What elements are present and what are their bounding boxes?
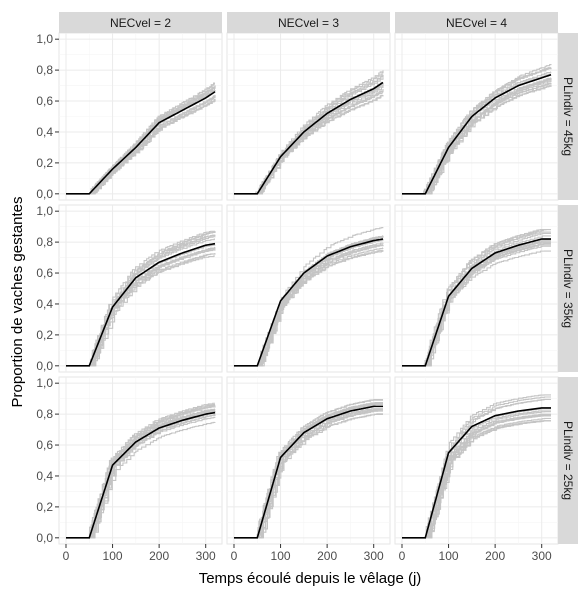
column-strip: NECvel = 2 — [59, 12, 222, 33]
simulation-line — [401, 228, 552, 367]
mean-line — [65, 91, 216, 195]
y-tick-label: 0,4 — [36, 125, 53, 139]
y-tick-label: 0,0 — [36, 187, 53, 201]
column-strip: NECvel = 3 — [227, 12, 390, 33]
simulation-line — [65, 236, 216, 367]
simulation-line — [233, 399, 384, 539]
simulation-line — [65, 414, 216, 539]
x-tick-label: 100 — [103, 549, 123, 563]
panel-r1-c2 — [394, 204, 559, 373]
simulation-line — [401, 245, 552, 367]
simulation-line — [65, 83, 216, 195]
panel-r0-c0: 0,0 0,2 0,4 0,6 0,8 1,0 — [36, 32, 223, 201]
x-axis-title: Temps écoulé depuis le vêlage (j) — [199, 570, 422, 587]
panel-r0-c2 — [394, 32, 559, 201]
row-strip-background — [558, 205, 578, 372]
y-tick-label: 1,0 — [36, 376, 53, 390]
simulation-line — [401, 85, 552, 195]
x-tick-label: 0 — [63, 549, 70, 563]
mean-line — [233, 238, 384, 367]
simulation-line — [65, 408, 216, 539]
mean-line — [401, 407, 552, 539]
row-strip: PLindiv = 45kg — [558, 33, 578, 200]
y-tick-label: 0,2 — [36, 156, 53, 170]
y-axis-title: Proportion de vaches gestantes — [9, 197, 26, 408]
mean-line — [401, 238, 552, 367]
mean-line — [401, 73, 552, 195]
mean-line — [233, 81, 384, 195]
y-tick-label: 0,6 — [36, 438, 53, 452]
panel-r2-c1: 0 100 200 300 — [226, 376, 391, 563]
column-strip-background — [395, 12, 558, 33]
panels-layer: 0,00,20,40,60,81,00,00,20,40,60,81,00,00… — [36, 32, 559, 563]
y-tick-label: 0,8 — [36, 235, 53, 249]
simulation-line — [401, 77, 552, 195]
x-tick-label: 0 — [231, 549, 238, 563]
simulation-line — [401, 250, 552, 367]
column-strip: NECvel = 4 — [395, 12, 558, 33]
mean-line — [65, 411, 216, 539]
mean-line — [233, 405, 384, 539]
simulation-line — [65, 85, 216, 195]
row-strip: PLindiv = 35kg — [558, 205, 578, 372]
y-tick-label: 1,0 — [36, 32, 53, 46]
x-tick-label: 300 — [532, 549, 552, 563]
simulation-line — [65, 405, 216, 539]
simulation-line — [233, 235, 384, 367]
simulation-line — [401, 73, 552, 195]
column-strip-label: NECvel = 3 — [278, 16, 339, 30]
column-strip-background — [59, 12, 222, 33]
simulation-line — [401, 396, 552, 539]
row-strip-label: PLindiv = 25kg — [561, 421, 575, 500]
simulation-line — [233, 89, 384, 195]
y-tick-label: 0,6 — [36, 94, 53, 108]
simulation-line — [65, 421, 216, 539]
y-tick-label: 0,2 — [36, 328, 53, 342]
simulation-line — [233, 245, 384, 367]
x-tick-label: 0 — [399, 549, 406, 563]
y-tick-label: 0,6 — [36, 266, 53, 280]
simulation-lines — [401, 394, 552, 539]
row-strip: PLindiv = 25kg — [558, 377, 578, 544]
x-tick-label: 200 — [149, 549, 169, 563]
row-strip-background — [558, 377, 578, 544]
row-strip-background — [558, 33, 578, 200]
x-tick-label: 200 — [485, 549, 505, 563]
simulation-line — [401, 414, 552, 539]
panel-r2-c2: 0 100 200 300 — [394, 376, 559, 563]
y-tick-label: 0,8 — [36, 63, 53, 77]
y-tick-label: 0,0 — [36, 531, 53, 545]
y-tick-label: 0,0 — [36, 359, 53, 373]
y-tick-label: 0,8 — [36, 407, 53, 421]
panel-r2-c0: 0,0 0,2 0,4 0,6 0,8 1,0 0 100 200 300 — [36, 376, 223, 563]
column-strip-label: NECvel = 4 — [446, 16, 507, 30]
simulation-line — [401, 67, 552, 195]
facet-strips: NECvel = 2 NECvel = 3 NECvel = 4 PLindiv = … — [59, 12, 578, 544]
simulation-line — [65, 255, 216, 367]
simulation-line — [401, 232, 552, 367]
panel-r0-c1 — [226, 32, 391, 201]
simulation-line — [65, 230, 216, 367]
x-tick-label: 300 — [364, 549, 384, 563]
y-tick-label: 0,4 — [36, 297, 53, 311]
x-tick-label: 100 — [439, 549, 459, 563]
simulation-line — [401, 410, 552, 539]
simulation-line — [65, 99, 216, 195]
simulation-line — [233, 402, 384, 539]
y-tick-label: 0,2 — [36, 500, 53, 514]
row-strip-label: PLindiv = 45kg — [561, 77, 575, 156]
column-strip-background — [227, 12, 390, 33]
x-tick-label: 200 — [317, 549, 337, 563]
x-tick-label: 300 — [196, 549, 216, 563]
panel-r1-c0: 0,0 0,2 0,4 0,6 0,8 1,0 — [36, 204, 223, 373]
row-strip-label: PLindiv = 35kg — [561, 249, 575, 328]
y-tick-label: 0,4 — [36, 469, 53, 483]
mean-line — [65, 242, 216, 367]
y-tick-label: 1,0 — [36, 204, 53, 218]
x-tick-label: 100 — [271, 549, 291, 563]
panel-r1-c1 — [226, 204, 391, 373]
column-strip-label: NECvel = 2 — [110, 16, 171, 30]
simulation-line — [233, 409, 384, 539]
